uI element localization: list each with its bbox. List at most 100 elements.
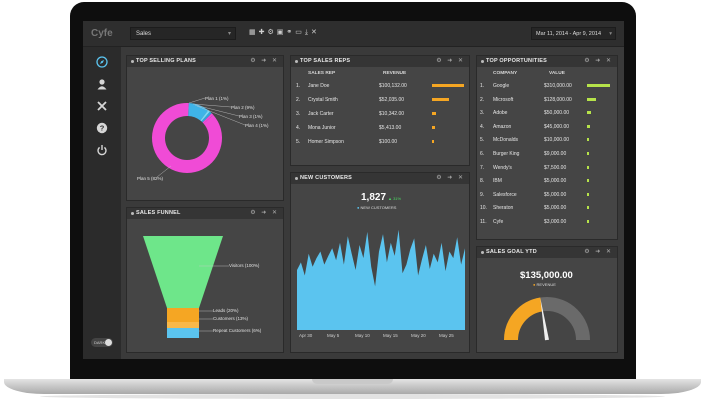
opportunity-row[interactable]: 7. Wendy's $7,500.00 [477, 163, 617, 173]
new-customers-area [297, 229, 465, 330]
company-name: Adobe [493, 110, 508, 117]
image-icon[interactable]: ▣ [276, 29, 284, 36]
help-icon[interactable]: ? [91, 119, 113, 137]
widget-title: NEW CUSTOMERS [300, 175, 353, 181]
opportunity-row[interactable]: 9. Salesforce $5,000.00 [477, 190, 617, 200]
value-bar [587, 124, 591, 128]
widget-controls[interactable]: ⚙ ➜ ✕ [584, 58, 613, 64]
sidebar: ? DARK [83, 47, 121, 359]
widget-header[interactable]: TOP SALES REPS ⚙ ➜ ✕ [291, 56, 469, 67]
sales-goal-amount: $135,000.00 [520, 270, 573, 281]
sales-rep-revenue: $10,342.00 [379, 111, 405, 117]
value-bar [587, 192, 589, 196]
laptop-base [4, 379, 701, 394]
opportunity-value: $45,000.00 [544, 123, 570, 130]
funnel-stage-visitors [143, 236, 223, 308]
power-icon[interactable] [91, 141, 113, 159]
widget-drag-handle[interactable] [295, 60, 298, 63]
rank: 1. [296, 83, 301, 89]
sales-rep-row[interactable]: 3. Jack Carter $10,342.00 [291, 109, 469, 119]
opportunity-value: $128,000.00 [544, 96, 572, 103]
laptop-shadow [40, 394, 665, 399]
opportunity-value: $310,000.00 [544, 83, 572, 89]
link-icon[interactable]: ⚭ [286, 29, 293, 36]
opportunity-value: $7,500.00 [544, 164, 567, 171]
widget-controls[interactable]: ⚙ ➜ ✕ [250, 210, 279, 216]
opportunity-row[interactable]: 10. Sheraton $5,000.00 [477, 203, 617, 213]
opportunity-value: $10,000.00 [544, 137, 570, 144]
funnel-stage-leads [167, 308, 199, 322]
widget-header[interactable]: SALES FUNNEL ⚙ ➜ ✕ [127, 208, 283, 219]
col-value: VALUE [549, 71, 565, 76]
widget-controls[interactable]: ⚙ ➜ ✕ [436, 175, 465, 181]
revenue-bar [432, 98, 449, 101]
sales-rep-row[interactable]: 1. Jane Doe $100,132.00 [291, 81, 469, 91]
sales-rep-revenue: $5,413.00 [379, 125, 402, 131]
opportunity-row[interactable]: 3. Adobe $50,000.00 [477, 108, 617, 118]
widget-drag-handle[interactable] [295, 177, 298, 180]
widget-controls[interactable]: ⚙ ➜ ✕ [584, 249, 613, 255]
donut-slice-plan-2 [188, 103, 209, 121]
widget-drag-handle[interactable] [131, 60, 134, 63]
plan-leader-line-2 [192, 103, 232, 108]
plan-leader-line-1 [188, 97, 206, 104]
rank: 4. [296, 125, 301, 131]
widget-header[interactable]: SALES GOAL YTD ⚙ ➜ ✕ [477, 247, 617, 258]
funnel-visitors-label: Visitors (100%) [229, 263, 260, 268]
company-name: McDonalds [493, 137, 519, 144]
widget-controls[interactable]: ⚙ ➜ ✕ [436, 58, 465, 64]
widget-header[interactable]: TOP OPPORTUNITIES ⚙ ➜ ✕ [477, 56, 617, 67]
funnel-stage-repeat [167, 328, 199, 338]
tools-icon[interactable] [91, 97, 113, 115]
opportunity-row[interactable]: 5. McDonalds $10,000.00 [477, 135, 617, 145]
dashboard-select[interactable]: Sales ▾ [130, 27, 236, 40]
new-customers-legend-label: NEW CUSTOMERS [360, 205, 397, 210]
plus-icon[interactable]: ✚ [258, 29, 265, 36]
chevron-down-icon: ▾ [609, 31, 612, 37]
opportunity-value: $5,000.00 [544, 205, 567, 212]
company-name: Google [493, 83, 510, 89]
widget-drag-handle[interactable] [481, 251, 484, 254]
widget-drag-handle[interactable] [481, 60, 484, 63]
value-bar [587, 179, 589, 183]
sales-goal-legend-label: REVENUE [536, 282, 556, 287]
gauge-fill [503, 297, 543, 341]
opportunity-row[interactable]: 6. Burger King $9,000.00 [477, 149, 617, 159]
sales-rep-name: Jack Carter [308, 111, 334, 117]
funnel-chart [143, 236, 229, 338]
svg-text:?: ? [100, 124, 105, 133]
monitor-icon[interactable]: ▭ [295, 29, 302, 36]
plan-leader-line-5 [156, 165, 172, 178]
grid-icon[interactable]: ▦ [249, 29, 256, 36]
rank: 11. [480, 219, 487, 225]
opportunity-row[interactable]: 4. Amazon $45,000.00 [477, 122, 617, 132]
dashboard-name: Sales [136, 31, 152, 37]
sales-goal-legend: ● REVENUE [533, 282, 556, 287]
laptop-notch [312, 379, 393, 384]
widget-header[interactable]: TOP SELLING PLANS ⚙ ➜ ✕ [127, 56, 283, 67]
opportunity-value: $9,000.00 [544, 151, 567, 157]
widget-controls[interactable]: ⚙ ➜ ✕ [250, 58, 279, 64]
revenue-bar [432, 140, 434, 143]
date-range-select[interactable]: Mar 11, 2014 - Apr 9, 2014 ▾ [531, 27, 616, 40]
widget-header[interactable]: NEW CUSTOMERS ⚙ ➜ ✕ [291, 173, 469, 184]
sales-rep-row[interactable]: 4. Mona Junior $5,413.00 [291, 123, 469, 133]
close-icon[interactable]: ✕ [311, 29, 317, 36]
download-icon[interactable]: ⤓ [304, 29, 309, 36]
gear-icon[interactable]: ⚙ [267, 29, 274, 36]
opportunity-row[interactable]: 2. Microsoft $128,000.00 [477, 95, 617, 105]
donut-slice-plan-4 [201, 111, 212, 123]
funnel-customers-label: Customers (13%) [213, 316, 249, 321]
sales-rep-row[interactable]: 2. Crystal Smith $52,035.00 [291, 95, 469, 105]
opportunity-row[interactable]: 11. Cyfe $3,000.00 [477, 217, 617, 227]
funnel-stage-customers [167, 322, 199, 328]
opportunity-row[interactable]: 8. IBM $5,000.00 [477, 176, 617, 186]
user-icon[interactable] [91, 75, 113, 93]
dark-mode-toggle[interactable]: DARK [91, 338, 113, 347]
top-opportunities-widget: TOP OPPORTUNITIES ⚙ ➜ ✕ COMPANY VALUE 1.… [476, 55, 618, 240]
opportunity-row[interactable]: 1. Google $310,000.00 [477, 81, 617, 91]
revenue-bar [432, 112, 437, 115]
compass-icon[interactable] [91, 53, 113, 71]
widget-drag-handle[interactable] [131, 212, 134, 215]
sales-rep-row[interactable]: 5. Homer Simpson $100.00 [291, 137, 469, 147]
